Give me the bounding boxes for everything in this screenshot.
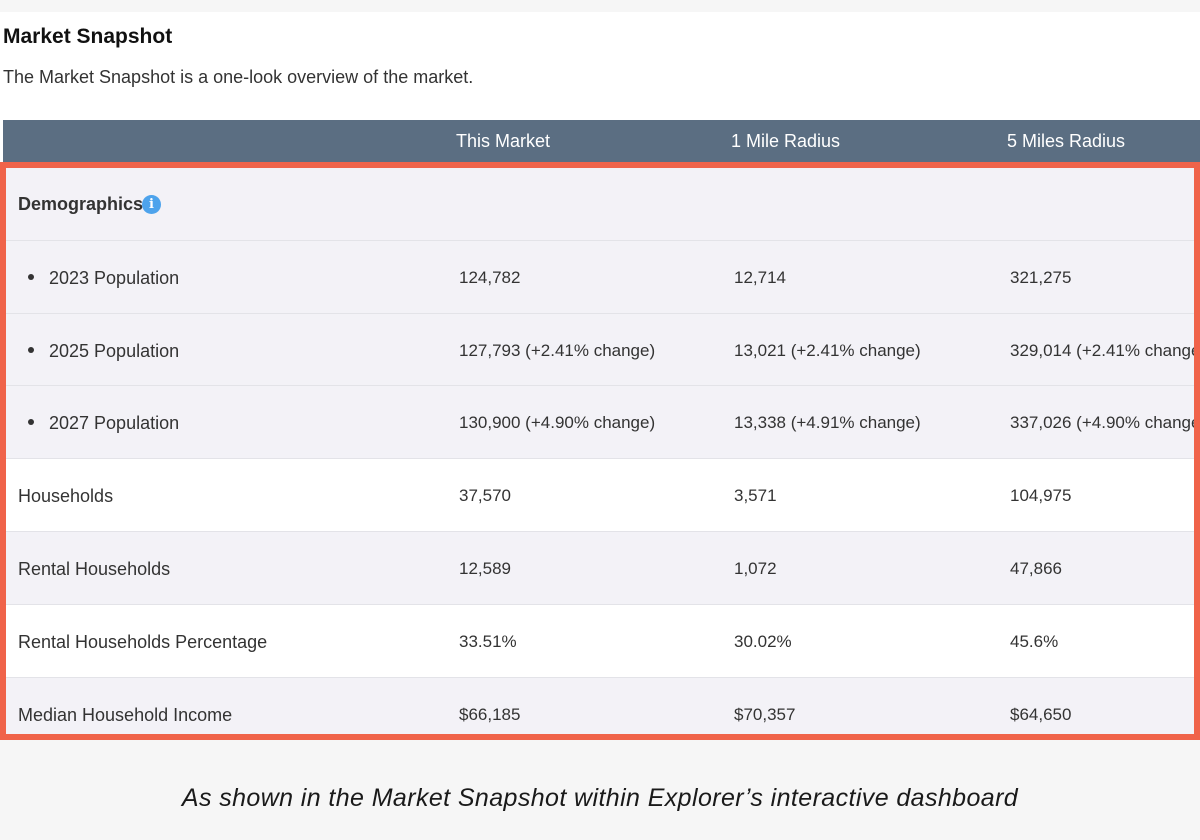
table-row: 2023 Population 124,782 12,714 321,275 (6, 240, 1194, 313)
group-title: Demographics (18, 194, 144, 214)
row-label: Rental Households (18, 559, 171, 579)
table-row: Households 37,570 3,571 104,975 (6, 458, 1194, 531)
cell-5-miles: 329,014 (+2.41% change) (1010, 341, 1200, 360)
highlighted-table-body: Demographics i 2023 Population 124,782 1… (0, 162, 1200, 740)
cell-this-market: 33.51% (459, 632, 517, 651)
row-label: Households (18, 486, 114, 506)
table-row: Median Household Income $66,185 $70,357 … (6, 677, 1194, 734)
cell-5-miles: 337,026 (+4.90% change) (1010, 413, 1200, 432)
cell-5-miles: 47,866 (1010, 559, 1062, 578)
cell-5-miles: 45.6% (1010, 632, 1059, 651)
cell-1-mile: 13,338 (+4.91% change) (734, 413, 921, 432)
table-row: 2027 Population 130,900 (+4.90% change) … (6, 385, 1194, 458)
table-row: 2025 Population 127,793 (+2.41% change) … (6, 313, 1194, 386)
page-description: The Market Snapshot is a one-look overvi… (3, 67, 474, 87)
column-header-5-miles-radius[interactable]: 5 Miles Radius (1007, 131, 1126, 151)
cell-1-mile: 3,571 (734, 486, 777, 505)
cell-5-miles: 104,975 (1010, 486, 1072, 505)
cell-this-market: 124,782 (459, 268, 521, 287)
row-label: 2023 Population (49, 268, 180, 288)
info-icon[interactable]: i (142, 195, 161, 214)
cell-1-mile: 30.02% (734, 632, 792, 651)
cell-1-mile: 12,714 (734, 268, 786, 287)
table-row: Rental Households 12,589 1,072 47,866 (6, 531, 1194, 604)
cell-this-market: 127,793 (+2.41% change) (459, 341, 656, 360)
top-strip (0, 0, 1200, 12)
bullet-icon (28, 274, 34, 280)
cell-this-market: 12,589 (459, 559, 511, 578)
column-header-this-market[interactable]: This Market (456, 131, 551, 151)
cell-5-miles: 321,275 (1010, 268, 1072, 287)
row-label: 2027 Population (49, 413, 180, 433)
cell-this-market: $66,185 (459, 705, 521, 724)
cell-this-market: 37,570 (459, 486, 511, 505)
figure-caption: As shown in the Market Snapshot within E… (181, 784, 1019, 812)
cell-1-mile: 1,072 (734, 559, 777, 578)
group-row-demographics: Demographics i (6, 168, 1194, 241)
column-header-1-mile-radius[interactable]: 1 Mile Radius (731, 131, 841, 151)
row-label: Rental Households Percentage (18, 632, 268, 652)
table-row: Rental Households Percentage 33.51% 30.0… (6, 604, 1194, 677)
cell-1-mile: $70,357 (734, 705, 796, 724)
cell-1-mile: 13,021 (+2.41% change) (734, 341, 921, 360)
table-header: This Market 1 Mile Radius 5 Miles Radius (3, 120, 1200, 162)
row-label: Median Household Income (18, 705, 233, 725)
cell-5-miles: $64,650 (1010, 705, 1072, 724)
row-label: 2025 Population (49, 341, 180, 361)
page-title: Market Snapshot (3, 25, 173, 48)
bullet-icon (28, 347, 34, 353)
bullet-icon (28, 419, 34, 425)
cell-this-market: 130,900 (+4.90% change) (459, 413, 656, 432)
